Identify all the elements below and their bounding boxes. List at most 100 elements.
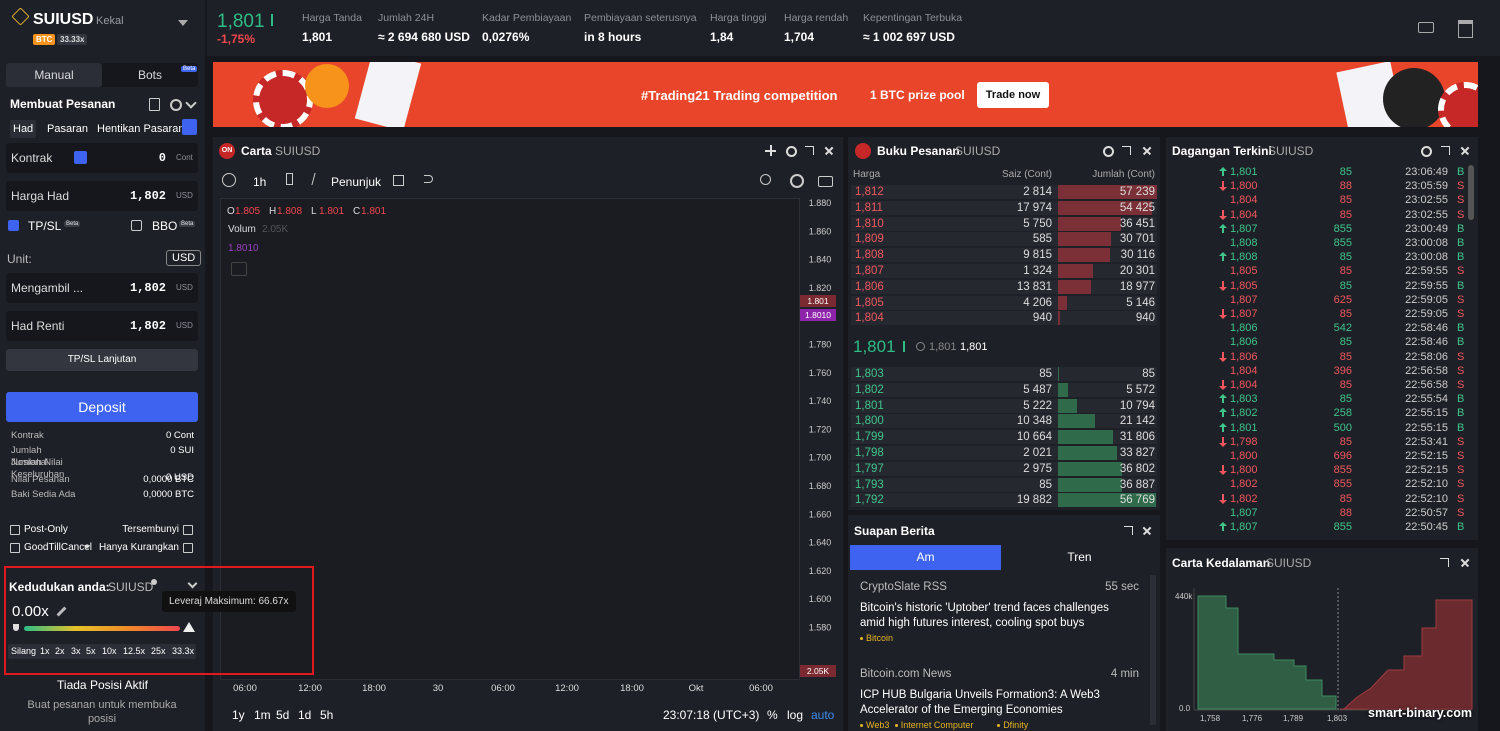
expand-icon[interactable] xyxy=(1441,146,1450,155)
book-price[interactable]: 1,793 xyxy=(855,478,884,491)
checkbox[interactable] xyxy=(10,543,20,553)
book-price[interactable]: 1,805 xyxy=(855,296,884,309)
news-tag[interactable]: Internet Computer xyxy=(900,720,974,730)
book-price[interactable]: 1,807 xyxy=(855,265,884,277)
input-box[interactable] xyxy=(6,181,198,211)
checkbox[interactable] xyxy=(131,220,142,231)
news-source[interactable]: CryptoSlate RSS xyxy=(860,581,947,593)
expand-icon[interactable] xyxy=(1122,146,1131,155)
book-price[interactable]: 1,799 xyxy=(855,431,884,444)
tick-arrow xyxy=(1219,422,1227,427)
leverage-option[interactable]: 1x xyxy=(40,646,50,656)
log-toggle[interactable]: log xyxy=(787,708,804,722)
expand-icon[interactable] xyxy=(805,146,814,155)
leverage-option[interactable]: 3x xyxy=(71,646,81,656)
layout-icon[interactable] xyxy=(1458,20,1473,38)
tab[interactable]: Bots xyxy=(137,68,162,82)
settings-icon[interactable] xyxy=(1421,146,1432,157)
leverage-slider[interactable] xyxy=(24,626,180,631)
leverage-option[interactable]: 12.5x xyxy=(123,646,146,656)
input-box[interactable] xyxy=(6,143,198,173)
expand-icon[interactable] xyxy=(1124,526,1133,535)
book-price[interactable]: 1,809 xyxy=(855,233,884,246)
tick-arrow xyxy=(1219,471,1227,476)
interval[interactable]: 1h xyxy=(253,175,267,189)
share-icon[interactable] xyxy=(393,175,404,186)
book-price[interactable]: 1,802 xyxy=(855,383,884,396)
leverage-option[interactable]: 33.3x xyxy=(172,646,195,656)
leverage-option[interactable]: Silang xyxy=(11,646,37,656)
leverage-option[interactable]: 2x xyxy=(55,646,65,656)
tab[interactable]: Am xyxy=(850,545,1001,570)
add-icon[interactable] xyxy=(769,145,772,156)
range-button[interactable]: 5h xyxy=(320,708,334,722)
range-button[interactable]: 1m xyxy=(254,708,271,722)
button[interactable]: TP/SL Lanjutan xyxy=(6,349,198,371)
leverage-option[interactable]: 25x xyxy=(151,646,166,656)
summary-label: Kontrak xyxy=(11,430,44,441)
order-type[interactable]: Had xyxy=(10,120,37,138)
circle-icon[interactable] xyxy=(222,173,236,187)
calc-icon[interactable] xyxy=(149,98,160,111)
book-total: 36 887 xyxy=(1119,478,1155,491)
dropdown[interactable] xyxy=(84,545,90,552)
checkbox[interactable] xyxy=(183,525,193,535)
order-type[interactable]: Hentikan Pasaran xyxy=(97,123,185,135)
book-price[interactable]: 1,798 xyxy=(855,447,884,459)
book-price[interactable]: 1,812 xyxy=(855,186,884,198)
checkbox[interactable] xyxy=(183,543,193,553)
book-price[interactable]: 1,808 xyxy=(855,249,884,262)
book-price[interactable]: 1,801 xyxy=(855,399,884,412)
checkbox[interactable] xyxy=(8,220,19,231)
unit-select[interactable]: USD xyxy=(166,250,202,266)
book-price[interactable]: 1,810 xyxy=(855,217,884,230)
dropdown[interactable] xyxy=(178,20,188,31)
zoom-icon[interactable] xyxy=(760,174,771,185)
book-price[interactable]: 1,800 xyxy=(855,415,884,428)
news-headline[interactable]: Bitcoin's historic 'Uptober' trend faces… xyxy=(860,602,1109,629)
camera-icon[interactable] xyxy=(818,176,833,187)
range-button[interactable]: 1y xyxy=(232,708,245,722)
leverage-option[interactable]: 5x xyxy=(86,646,96,656)
banner[interactable] xyxy=(213,62,1478,127)
input-box[interactable] xyxy=(6,273,198,303)
settings-icon[interactable] xyxy=(786,146,797,157)
tab[interactable]: Manual xyxy=(6,63,102,87)
book-price[interactable]: 1,803 xyxy=(855,368,884,380)
tab[interactable]: Tren xyxy=(1067,550,1092,564)
settings-icon[interactable] xyxy=(170,99,182,111)
dropdown[interactable] xyxy=(182,119,197,135)
undo-icon[interactable] xyxy=(424,175,433,183)
news-tag[interactable]: Dfinity xyxy=(1003,720,1029,730)
expand-icon[interactable] xyxy=(1440,558,1449,567)
keyboard-icon[interactable] xyxy=(1418,22,1434,33)
banner-button[interactable]: Trade now xyxy=(977,82,1049,108)
indicator-button[interactable]: Penunjuk xyxy=(331,175,382,189)
deposit-button[interactable]: Deposit xyxy=(6,392,198,422)
book-price[interactable]: 1,792 xyxy=(855,494,884,507)
card-icon xyxy=(354,62,422,127)
news-tag[interactable]: Web3 xyxy=(866,720,890,730)
news-tag[interactable]: Bitcoin xyxy=(866,633,894,643)
book-price[interactable]: 1,806 xyxy=(855,280,884,293)
settings-icon[interactable] xyxy=(790,174,804,188)
news-headline[interactable]: ICP HUB Bulgaria Unveils Formation3: A W… xyxy=(860,689,1100,716)
settings-icon[interactable] xyxy=(1103,146,1114,157)
percent-toggle[interactable]: % xyxy=(767,708,778,722)
book-price[interactable]: 1,811 xyxy=(855,201,883,214)
input-box[interactable] xyxy=(6,311,198,341)
collapse-icon[interactable] xyxy=(231,262,247,276)
book-price[interactable]: 1,797 xyxy=(855,462,884,475)
candle-icon[interactable] xyxy=(286,173,293,185)
book-price[interactable]: 1,804 xyxy=(855,312,884,325)
order-type[interactable]: Pasaran xyxy=(47,123,88,135)
depth-bar xyxy=(1058,264,1094,278)
trade-price: 1,805 xyxy=(1230,279,1258,292)
checkbox[interactable] xyxy=(10,525,20,535)
news-source[interactable]: Bitcoin.com News xyxy=(860,668,952,680)
dropdown[interactable] xyxy=(74,151,87,164)
range-button[interactable]: 5d xyxy=(276,708,290,722)
auto-toggle[interactable]: auto xyxy=(811,708,835,722)
range-button[interactable]: 1d xyxy=(298,708,312,722)
leverage-option[interactable]: 10x xyxy=(102,646,117,656)
